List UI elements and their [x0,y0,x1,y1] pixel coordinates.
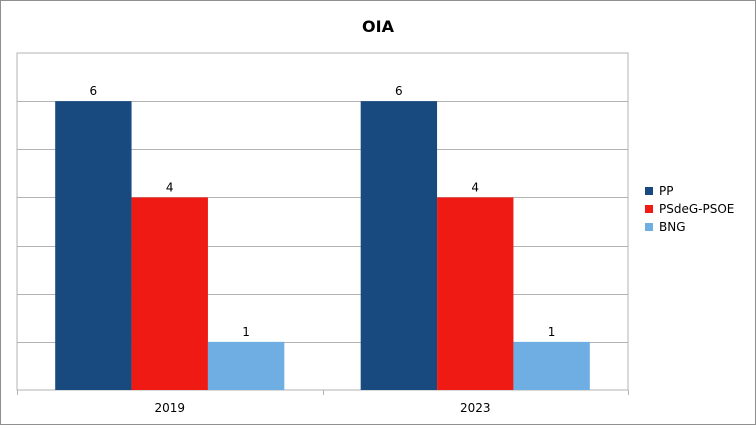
bar [437,197,514,390]
data-label: 4 [471,180,479,194]
data-label: 6 [395,84,403,98]
chart-title: OIA [362,17,394,36]
data-label: 6 [90,84,98,98]
legend-label-bng: BNG [659,220,686,234]
bar [131,197,208,390]
x-tick-label: 2023 [460,401,491,415]
data-label: 1 [548,325,556,339]
legend-item-bng: BNG [645,219,734,235]
plot-area [16,52,629,391]
data-label: 1 [242,325,250,339]
legend-swatch-psdeg-psoe [645,205,653,213]
bar [360,101,438,391]
legend-item-psdeg-psoe: PSdeG-PSOE [645,201,734,217]
legend: PP PSdeG-PSOE BNG [645,183,734,237]
bar [513,341,590,390]
bar [207,341,285,390]
bar [55,101,132,391]
legend-item-pp: PP [645,183,734,199]
data-label: 4 [166,180,174,194]
legend-swatch-pp [645,187,653,195]
legend-label-psdeg-psoe: PSdeG-PSOE [659,202,735,216]
legend-swatch-bng [645,223,653,231]
x-tick-label: 2019 [154,401,185,415]
legend-label-pp: PP [659,184,674,198]
